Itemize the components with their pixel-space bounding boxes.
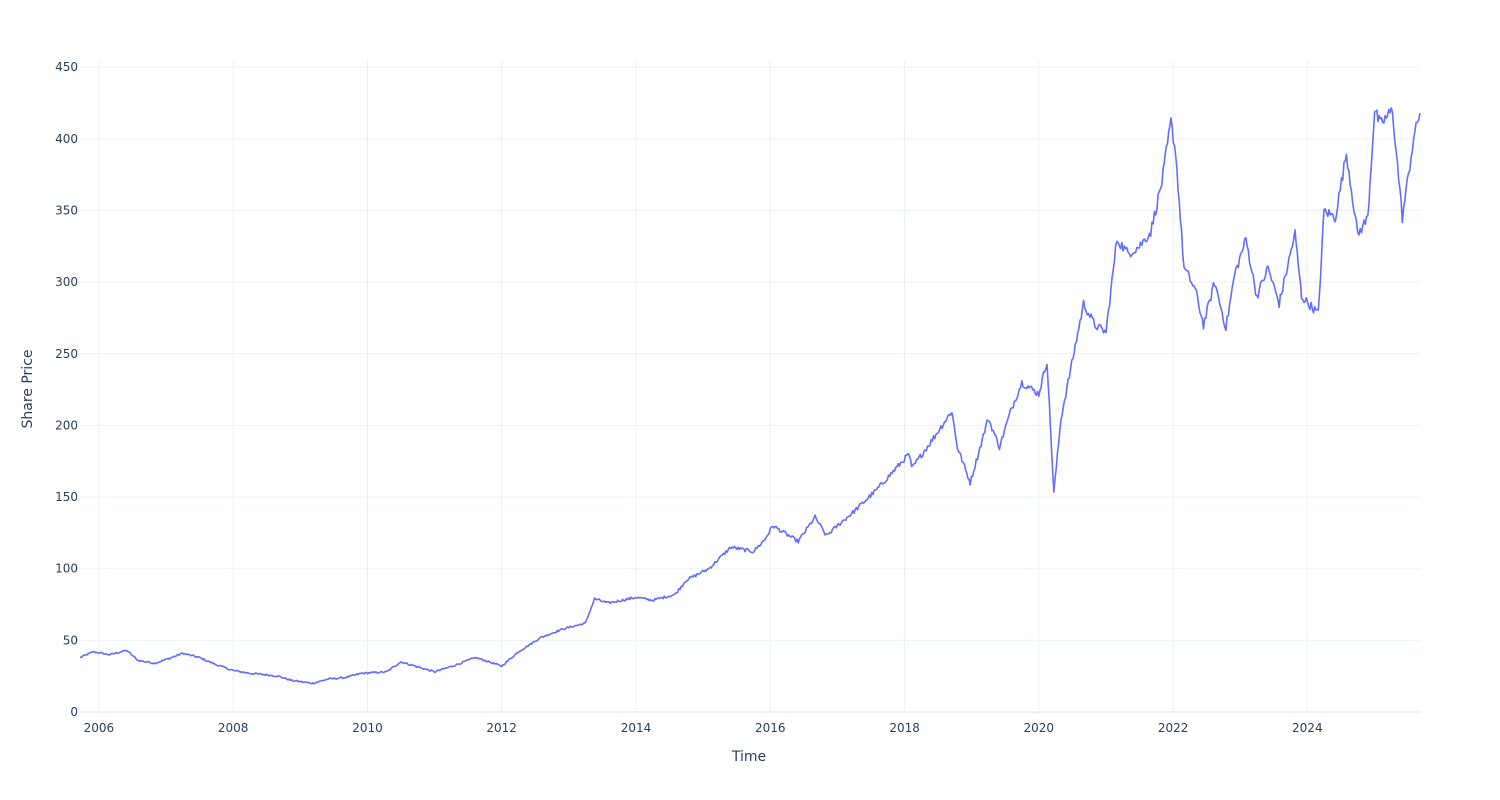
x-tick-label: 2008	[218, 721, 249, 735]
y-tick-label: 450	[55, 60, 78, 74]
y-axis-ticks: 0 50 100 150 200 250 300 350 400 450	[55, 60, 78, 719]
y-axis-title: Share Price	[20, 349, 36, 428]
x-tick-label: 2022	[1158, 721, 1189, 735]
y-tick-label: 350	[55, 203, 78, 217]
x-tick-label: 2020	[1023, 721, 1054, 735]
y-tick-label: 400	[55, 132, 78, 146]
x-gridlines	[98, 60, 1308, 712]
x-tick-label: 2016	[755, 721, 786, 735]
plot-area[interactable]	[79, 107, 1421, 685]
x-axis-title: Time	[731, 749, 766, 765]
y-tick-label: 50	[63, 633, 78, 647]
y-tick-label: 150	[55, 490, 78, 504]
x-tick-label: 2010	[352, 721, 383, 735]
y-tick-label: 300	[55, 275, 78, 289]
y-tick-label: 100	[55, 562, 78, 576]
x-axis-ticks: 2006 2008 2010 2012 2014 2016 2018 2020 2022 2024	[84, 721, 1323, 735]
y-tick-label: 200	[55, 418, 78, 432]
x-tick-label: 2024	[1292, 721, 1323, 735]
series-line[interactable]	[79, 107, 1421, 685]
y-tick-label: 250	[55, 347, 78, 361]
x-tick-label: 2018	[889, 721, 920, 735]
x-tick-label: 2014	[621, 721, 652, 735]
y-tick-label: 0	[70, 705, 78, 719]
x-tick-label: 2012	[486, 721, 517, 735]
y-gridlines	[80, 66, 1420, 713]
x-tick-label: 2006	[84, 721, 115, 735]
